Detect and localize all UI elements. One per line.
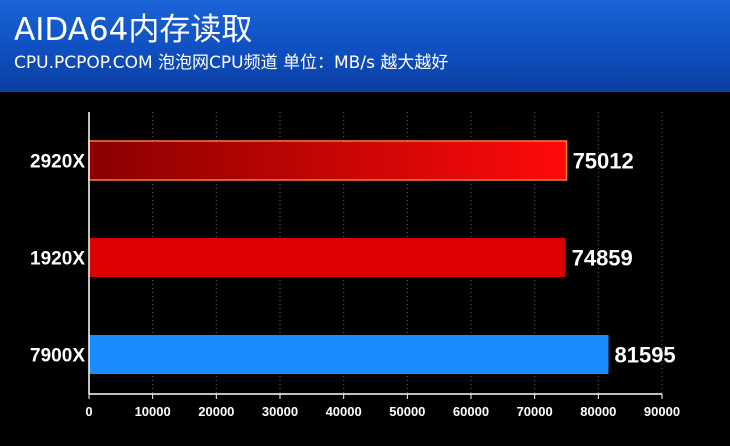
- x-tick-label: 10000: [135, 404, 171, 419]
- category-label: 1920X: [30, 249, 85, 270]
- bar-chart: 0 10000 20000 30000 40000 50000 60000 70000 8000…: [30, 112, 680, 419]
- bar-1920X: [89, 238, 566, 277]
- data-label: 81595: [614, 343, 675, 368]
- bar-2920X: [88, 140, 568, 181]
- category-label: 2920X: [30, 152, 85, 173]
- chart-title: AIDA64内存读取: [14, 12, 253, 48]
- x-tick-label: 30000: [262, 404, 298, 419]
- x-tick-label: 0: [85, 404, 92, 419]
- bars: [88, 140, 609, 374]
- category-label: 7900X: [30, 346, 85, 367]
- x-tick-label: 80000: [580, 404, 616, 419]
- data-label: 74859: [572, 246, 633, 271]
- data-label: 75012: [573, 149, 634, 174]
- x-tick-label: 90000: [644, 404, 680, 419]
- x-tick-label: 50000: [389, 404, 425, 419]
- x-axis-ticks: 0 10000 20000 30000 40000 50000 60000 70000 8000…: [85, 394, 680, 419]
- x-tick-label: 40000: [326, 404, 362, 419]
- bar-7900X: [89, 335, 609, 374]
- x-tick-label: 20000: [198, 404, 234, 419]
- data-labels: 75012 74859 81595: [572, 149, 676, 368]
- category-labels: 2920X 1920X 7900X: [30, 152, 85, 367]
- chart-header: AIDA64内存读取 CPU.PCPOP.COM 泡泡网CPU频道 单位：MB/…: [0, 0, 730, 92]
- x-tick-label: 70000: [517, 404, 553, 419]
- x-tick-label: 60000: [453, 404, 489, 419]
- chart-subtitle: CPU.PCPOP.COM 泡泡网CPU频道 单位：MB/s 越大越好: [14, 53, 449, 73]
